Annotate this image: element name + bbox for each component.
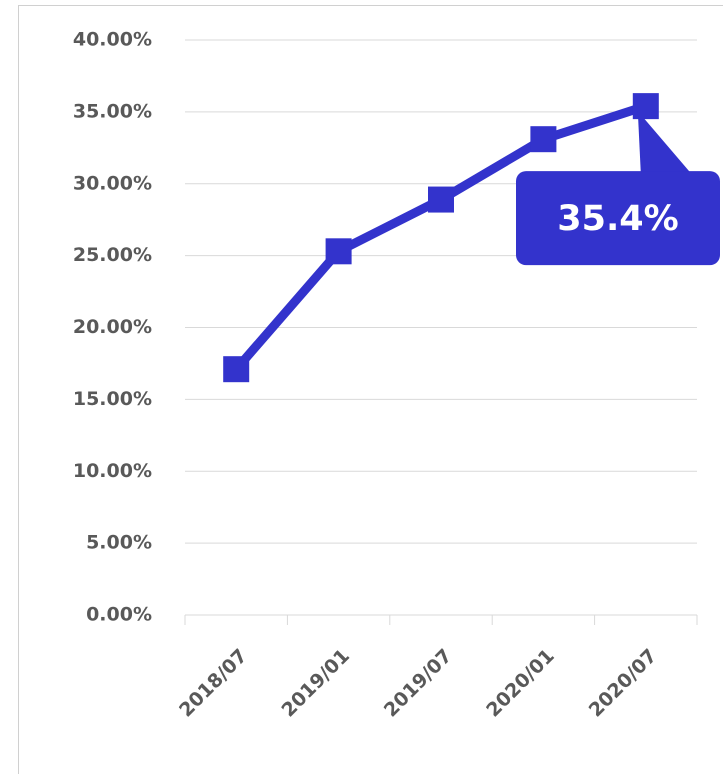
x-tick-label: 2018/07 <box>175 645 252 722</box>
x-tick-label: 2020/01 <box>482 645 559 722</box>
data-marker <box>632 93 659 120</box>
y-tick-label: 15.00% <box>73 388 152 410</box>
data-label: 35.4% <box>557 199 678 239</box>
data-marker <box>223 356 250 383</box>
y-tick-label: 30.00% <box>73 172 152 194</box>
y-tick-label: 10.00% <box>73 460 152 482</box>
x-tick-label: 2019/01 <box>277 645 354 722</box>
y-tick-label: 0.00% <box>86 604 152 626</box>
y-tick-label: 25.00% <box>73 244 152 266</box>
y-tick-label: 40.00% <box>73 29 152 51</box>
callout-box <box>516 171 720 266</box>
x-tick-label: 2020/07 <box>585 645 662 722</box>
y-tick-label: 5.00% <box>86 532 152 554</box>
data-marker <box>325 238 352 265</box>
data-marker <box>530 126 557 153</box>
y-tick-label: 20.00% <box>73 316 152 338</box>
callout-pointer <box>637 111 691 174</box>
chart-frame <box>18 5 723 774</box>
y-tick-label: 35.00% <box>73 100 152 122</box>
data-marker <box>428 186 454 213</box>
x-tick-label: 2019/07 <box>380 645 457 722</box>
